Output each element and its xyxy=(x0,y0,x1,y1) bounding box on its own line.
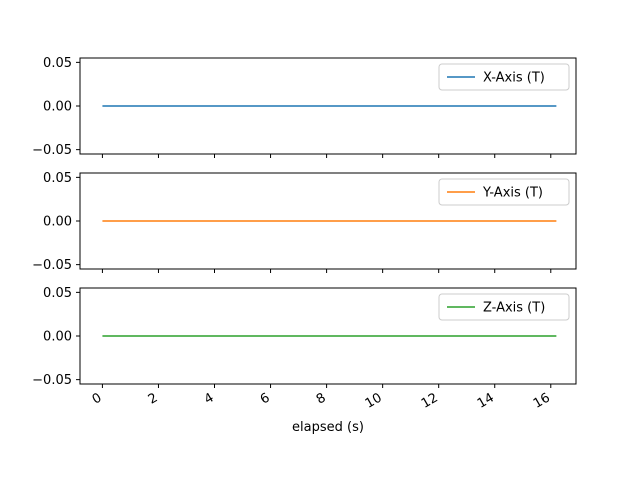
x-axis-label: elapsed (s) xyxy=(292,420,364,435)
xtick-label: 2 xyxy=(146,390,161,407)
xtick-label: 10 xyxy=(363,390,385,411)
subplot-3-legend-box xyxy=(438,293,570,321)
subplot-3-ytick-label: −0.05 xyxy=(32,373,72,388)
subplot-1-ytick-label: −0.05 xyxy=(32,143,72,158)
xtick-label: 14 xyxy=(475,390,497,411)
subplot-1-legend-box xyxy=(438,63,570,91)
subplot-2-legend-box xyxy=(438,178,570,206)
xtick-label: 6 xyxy=(258,390,273,407)
subplot-3-ytick-label: 0.00 xyxy=(43,330,72,345)
subplot-1-ytick-label: 0.00 xyxy=(43,100,72,115)
xtick-label: 0 xyxy=(90,390,105,407)
subplot-2-legend-label: Y-Axis (T) xyxy=(482,186,543,201)
subplot-2-ytick-label: −0.05 xyxy=(32,258,72,273)
subplot-3-ytick-label: 0.05 xyxy=(43,286,72,301)
subplot-1-ytick-label: 0.05 xyxy=(43,56,72,71)
subplot-1-legend-label: X-Axis (T) xyxy=(483,71,545,86)
subplot-2-ytick-label: 0.05 xyxy=(43,171,72,186)
xtick-label: 16 xyxy=(531,390,553,411)
xtick-label: 12 xyxy=(419,390,441,411)
xtick-label: 8 xyxy=(314,390,329,407)
subplot-3-legend-label: Z-Axis (T) xyxy=(483,301,545,316)
xtick-label: 4 xyxy=(202,390,217,407)
subplot-2-ytick-label: 0.00 xyxy=(43,215,72,230)
